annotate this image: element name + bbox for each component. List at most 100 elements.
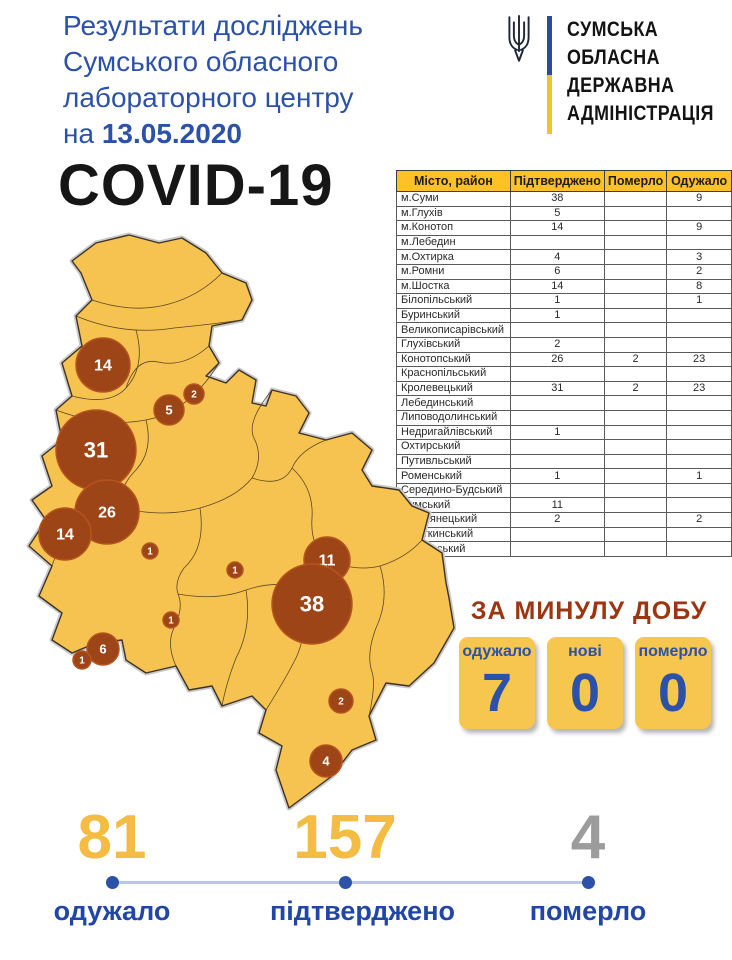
case-bubble-label: 1	[147, 547, 153, 558]
died-cell	[603, 468, 668, 484]
case-bubble	[153, 394, 185, 426]
table-row: Глухівський 2	[396, 336, 732, 353]
table-row: Середино-Будський	[396, 482, 732, 499]
district-name: Роменський	[396, 468, 511, 484]
district-name: Путивльський	[396, 453, 511, 470]
recovered-cell	[666, 336, 732, 353]
table-row: Роменський 1 1	[396, 468, 732, 484]
confirmed-cell	[509, 234, 605, 251]
confirmed-cell	[509, 541, 605, 557]
died-cell	[603, 249, 668, 265]
flag-yellow	[547, 75, 552, 134]
table-row: м.Суми 38 9	[396, 191, 732, 207]
died-cell	[603, 497, 668, 514]
case-bubble	[72, 650, 92, 670]
district-name: м.Конотоп	[396, 220, 511, 236]
case-bubble-label: 1	[232, 566, 238, 577]
stat-card-died: померло 0	[635, 637, 711, 729]
recovered-cell	[666, 424, 732, 441]
confirmed-cell: 1	[509, 307, 605, 324]
total-died: 4 померло	[518, 806, 658, 927]
case-bubble	[86, 632, 120, 666]
confirmed-cell	[509, 366, 605, 382]
district-name: Лебединський	[396, 395, 511, 411]
timeline-dot	[582, 876, 595, 889]
case-bubble	[162, 611, 180, 629]
confirmed-cell	[509, 482, 605, 499]
title-line: Сумського обласного	[63, 46, 339, 77]
case-bubble	[183, 383, 205, 405]
recovered-cell	[666, 497, 732, 514]
confirmed-cell: 2	[509, 336, 605, 353]
died-cell	[603, 424, 668, 441]
card-value: 7	[481, 663, 513, 723]
confirmed-cell	[509, 395, 605, 411]
table-row: Недригайлівський 1	[396, 424, 732, 441]
case-bubble	[75, 337, 131, 393]
case-bubble-label: 4	[322, 754, 330, 769]
recovered-cell	[666, 453, 732, 470]
flag-bar	[547, 16, 552, 134]
recovered-cell	[666, 205, 732, 222]
table-row: м.Охтирка 4 3	[396, 249, 732, 265]
recovered-cell: 1	[666, 293, 732, 309]
total-label: одужало	[53, 896, 171, 926]
died-cell	[603, 234, 668, 251]
timeline-dot	[339, 876, 352, 889]
died-cell	[603, 482, 668, 499]
covid-table-body: м.Суми 38 9 м.Глухів 5 м.Конотоп 14 9 м.Лебедин м…	[396, 191, 732, 557]
case-bubble-label: 5	[165, 403, 172, 418]
died-cell	[603, 409, 668, 426]
recovered-cell	[666, 322, 732, 338]
lastday-cards: одужало 7 нові 0 померло 0	[459, 637, 711, 729]
flag-blue	[547, 16, 552, 75]
died-cell	[603, 366, 668, 382]
case-bubble	[328, 688, 354, 714]
total-value: 81	[77, 803, 147, 872]
confirmed-cell	[509, 409, 605, 426]
table-header-row: Місто, район Підтверджено Померло Одужал…	[396, 170, 732, 192]
confirmed-cell: 5	[509, 205, 605, 222]
district-name: Краснопільський	[396, 366, 511, 382]
page-title: Результати досліджень Сумського обласног…	[63, 8, 473, 152]
table-row: м.Конотоп 14 9	[396, 220, 732, 236]
card-label: померло	[638, 643, 708, 660]
confirmed-cell: 6	[509, 263, 605, 280]
case-bubble	[38, 507, 92, 561]
card-value: 0	[657, 663, 689, 723]
recovered-cell: 9	[666, 191, 732, 207]
died-cell	[603, 541, 668, 557]
table-row: м.Глухів 5	[396, 205, 732, 222]
total-label: померло	[529, 896, 647, 926]
district-name: м.Охтирка	[396, 249, 511, 265]
recovered-cell	[666, 439, 732, 455]
table-row: м.Лебедин	[396, 234, 732, 251]
district-name: Глухівський	[396, 336, 511, 353]
recovered-cell: 23	[666, 351, 732, 368]
died-cell	[603, 263, 668, 280]
recovered-cell	[666, 307, 732, 324]
case-bubble	[226, 561, 244, 579]
case-bubble-label: 31	[84, 438, 108, 463]
recovered-cell	[666, 234, 732, 251]
recovered-cell	[666, 482, 732, 499]
died-cell	[603, 336, 668, 353]
died-cell	[603, 191, 668, 207]
total-confirmed: 157 підтверджено	[270, 806, 455, 927]
district-name: м.Ромни	[396, 263, 511, 280]
district-name: м.Глухів	[396, 205, 511, 222]
table-row: Краснопільський	[396, 366, 732, 382]
died-cell	[603, 293, 668, 309]
org-line: ОБЛАСНА	[567, 46, 660, 69]
confirmed-cell: 26	[509, 351, 605, 368]
confirmed-cell: 4	[509, 249, 605, 265]
table-row: Буринський 1	[396, 307, 732, 324]
org-line: СУМСЬКА	[567, 18, 659, 41]
confirmed-cell	[509, 439, 605, 455]
case-bubble	[141, 542, 159, 560]
recovered-cell: 23	[666, 380, 732, 397]
lastday-title: ЗА МИНУЛУ ДОБУ	[470, 597, 708, 625]
confirmed-cell: 14	[509, 220, 605, 236]
column-header-died: Померло	[603, 170, 668, 192]
